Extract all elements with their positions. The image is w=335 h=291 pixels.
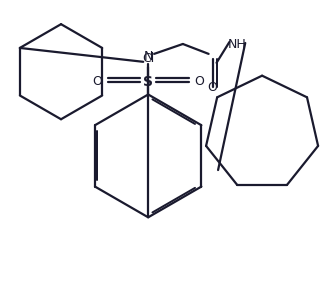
Text: S: S: [143, 74, 153, 89]
Text: N: N: [143, 50, 153, 63]
Text: NH: NH: [228, 38, 247, 52]
Text: O: O: [208, 81, 217, 95]
Text: O: O: [194, 75, 204, 88]
Text: Cl: Cl: [142, 52, 154, 65]
Text: O: O: [93, 75, 103, 88]
